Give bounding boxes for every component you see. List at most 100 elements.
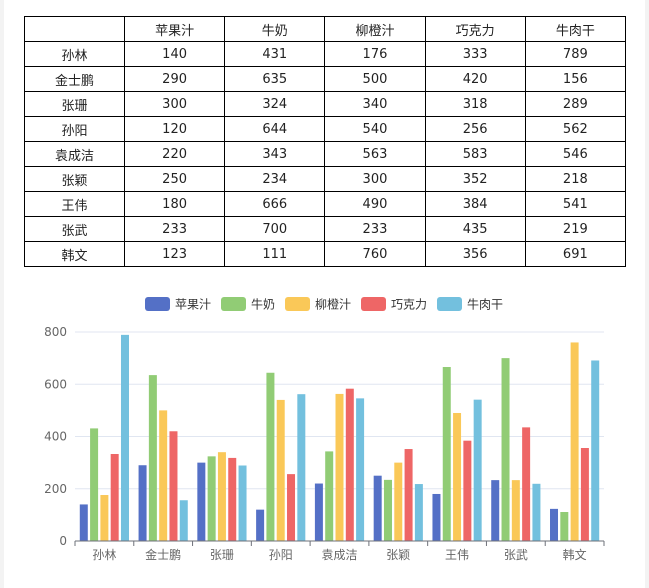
- bar[interactable]: [207, 456, 216, 541]
- table-cell: 420: [424, 66, 526, 92]
- bar[interactable]: [432, 493, 441, 541]
- table-cell: 490: [324, 191, 426, 217]
- table-cell: 180: [123, 191, 226, 217]
- legend-item[interactable]: 苹果汁: [145, 297, 211, 312]
- table-cell: 635: [224, 66, 326, 92]
- bar[interactable]: [580, 448, 589, 541]
- table-cell: 384: [424, 191, 526, 217]
- row-name-cell: 韩文: [24, 241, 125, 267]
- bar[interactable]: [404, 449, 413, 541]
- bar[interactable]: [383, 479, 392, 541]
- legend-label: 牛奶: [251, 297, 275, 312]
- table-cell: 318: [424, 91, 526, 117]
- bar[interactable]: [314, 483, 323, 541]
- row-name-cell: 张武: [24, 216, 125, 242]
- bar[interactable]: [79, 504, 88, 541]
- bar[interactable]: [501, 358, 510, 542]
- bar[interactable]: [532, 483, 541, 541]
- table-cell: 120: [123, 116, 226, 142]
- legend-swatch: [361, 297, 386, 311]
- table-cell: 540: [324, 116, 426, 142]
- legend-swatch: [145, 297, 170, 311]
- table-cell: 219: [524, 216, 626, 242]
- table-cell: 156: [524, 66, 626, 92]
- table-cell: 760: [324, 241, 426, 267]
- bar[interactable]: [511, 480, 520, 541]
- table-cell: 233: [324, 216, 426, 242]
- table-cell: 666: [224, 191, 326, 217]
- bar[interactable]: [120, 334, 129, 541]
- table-row: 韩文 123 111 760 356 691: [24, 241, 626, 267]
- y-tick-label: 200: [44, 482, 67, 496]
- bar[interactable]: [276, 399, 285, 541]
- table-cell: 290: [123, 66, 226, 92]
- bar[interactable]: [228, 457, 237, 541]
- table-cell: 218: [524, 166, 626, 192]
- chart-legend[interactable]: 苹果汁 牛奶 柳橙汁 巧克力 牛肉干: [145, 297, 503, 312]
- bar[interactable]: [238, 465, 247, 542]
- legend-item[interactable]: 牛奶: [221, 297, 275, 312]
- bar[interactable]: [414, 484, 423, 541]
- table-cell: 220: [123, 141, 226, 167]
- bar[interactable]: [179, 500, 188, 541]
- bar[interactable]: [110, 454, 119, 541]
- bar[interactable]: [335, 393, 344, 541]
- column-header: 牛肉干: [524, 16, 626, 42]
- bar[interactable]: [297, 394, 306, 541]
- bar[interactable]: [463, 440, 472, 541]
- row-name-cell: 袁成洁: [24, 141, 125, 167]
- bar[interactable]: [138, 465, 147, 541]
- bar[interactable]: [159, 410, 168, 542]
- bar[interactable]: [287, 474, 296, 541]
- data-table: 苹果汁 牛奶 柳橙汁 巧克力 牛肉干 孙林 140 431 176 333 78…: [24, 16, 626, 267]
- bar[interactable]: [560, 512, 569, 541]
- table-row: 袁成洁 220 343 563 583 546: [24, 141, 626, 167]
- bar[interactable]: [522, 427, 531, 541]
- bar[interactable]: [394, 462, 403, 542]
- legend-swatch: [285, 297, 310, 311]
- table-cell: 300: [324, 166, 426, 192]
- bar[interactable]: [266, 372, 275, 541]
- bar[interactable]: [100, 495, 109, 541]
- table-cell: 333: [424, 41, 526, 67]
- bar[interactable]: [90, 428, 99, 541]
- x-tick-label: 张武: [504, 548, 528, 562]
- bar[interactable]: [197, 462, 206, 542]
- bar[interactable]: [325, 451, 334, 541]
- bar[interactable]: [148, 375, 157, 541]
- legend-item[interactable]: 柳橙汁: [285, 297, 351, 312]
- legend-label: 牛肉干: [467, 297, 503, 312]
- bar[interactable]: [570, 342, 579, 541]
- bar[interactable]: [217, 452, 226, 541]
- table-cell: 176: [324, 41, 426, 67]
- table-cell: 352: [424, 166, 526, 192]
- table-cell: 700: [224, 216, 326, 242]
- bar[interactable]: [453, 412, 462, 541]
- table-cell: 300: [123, 91, 226, 117]
- bar[interactable]: [345, 388, 354, 541]
- table-cell: 541: [524, 191, 626, 217]
- legend-swatch: [221, 297, 246, 311]
- table-cell: 500: [324, 66, 426, 92]
- table-row: 金士鹏 290 635 500 420 156: [24, 66, 626, 92]
- bar[interactable]: [373, 475, 382, 541]
- y-tick-label: 0: [59, 534, 67, 548]
- y-tick-label: 800: [44, 325, 67, 339]
- bar[interactable]: [169, 431, 178, 541]
- x-tick-label: 韩文: [563, 547, 587, 562]
- bar[interactable]: [591, 360, 600, 541]
- bar[interactable]: [550, 508, 559, 541]
- legend-label: 柳橙汁: [315, 297, 351, 312]
- x-tick-label: 王伟: [445, 548, 469, 562]
- bar[interactable]: [473, 399, 482, 541]
- bar[interactable]: [356, 398, 365, 541]
- row-name-cell: 张颖: [24, 166, 125, 192]
- legend-item[interactable]: 巧克力: [361, 297, 427, 312]
- legend-item[interactable]: 牛肉干: [437, 297, 503, 312]
- x-tick-label: 孙林: [92, 548, 116, 562]
- table-row: 孙林 140 431 176 333 789: [24, 41, 626, 67]
- x-axis: 孙林 金士鹏 张珊 孙阳 袁成洁 张颖 王伟 张武 韩文: [74, 540, 605, 562]
- bar[interactable]: [256, 509, 265, 541]
- bar[interactable]: [442, 367, 451, 541]
- bar[interactable]: [491, 480, 500, 541]
